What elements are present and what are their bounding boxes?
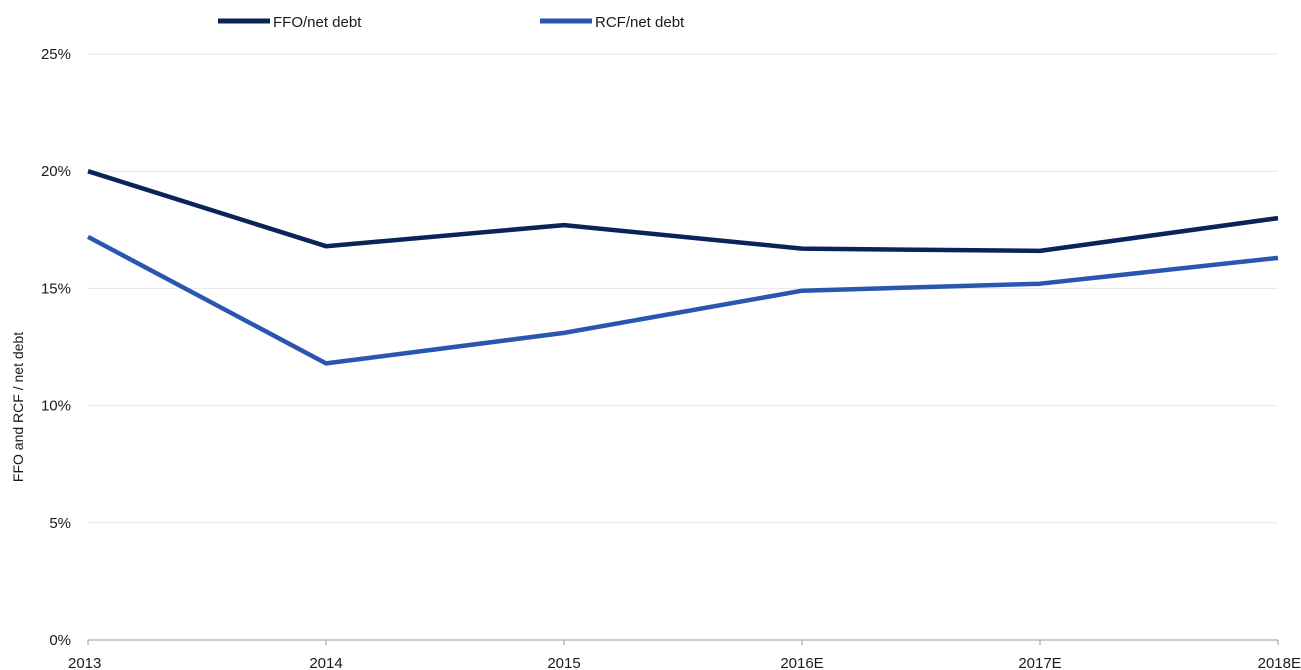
- legend-label: FFO/net debt: [273, 14, 362, 31]
- y-tick-label: 0%: [49, 632, 71, 649]
- y-tick-label: 25%: [41, 46, 71, 63]
- y-tick-label: 10%: [41, 398, 71, 415]
- series-line-rcf-net-debt: [86, 234, 1279, 366]
- x-tick-label: 2016E: [780, 655, 823, 670]
- x-tick-label: 2018E: [1258, 655, 1301, 670]
- gridlines: [88, 53, 1278, 524]
- y-axis-ticks: 0% 5% 10% 15% 20% 25%: [41, 46, 71, 649]
- y-tick-label: 20%: [41, 163, 71, 180]
- legend-item: RCF/net debt: [540, 14, 685, 31]
- x-tick-label: 2013: [68, 655, 101, 670]
- x-tick-label: 2014: [309, 655, 342, 670]
- series-line-ffo-net-debt: [87, 169, 1279, 254]
- y-tick-label: 5%: [49, 515, 71, 532]
- series-lines: [86, 169, 1279, 366]
- x-axis-ticks: 2013 2014 2015 2016E 2017E 2018E: [68, 640, 1301, 670]
- legend-item: FFO/net debt: [218, 14, 362, 31]
- x-tick-label: 2015: [547, 655, 580, 670]
- legend-label: RCF/net debt: [595, 14, 685, 31]
- y-tick-label: 15%: [41, 280, 71, 297]
- legend: FFO/net debt RCF/net debt: [218, 14, 685, 31]
- x-tick-label: 2017E: [1018, 655, 1061, 670]
- y-axis-title: FFO and RCF / net debt: [10, 332, 26, 482]
